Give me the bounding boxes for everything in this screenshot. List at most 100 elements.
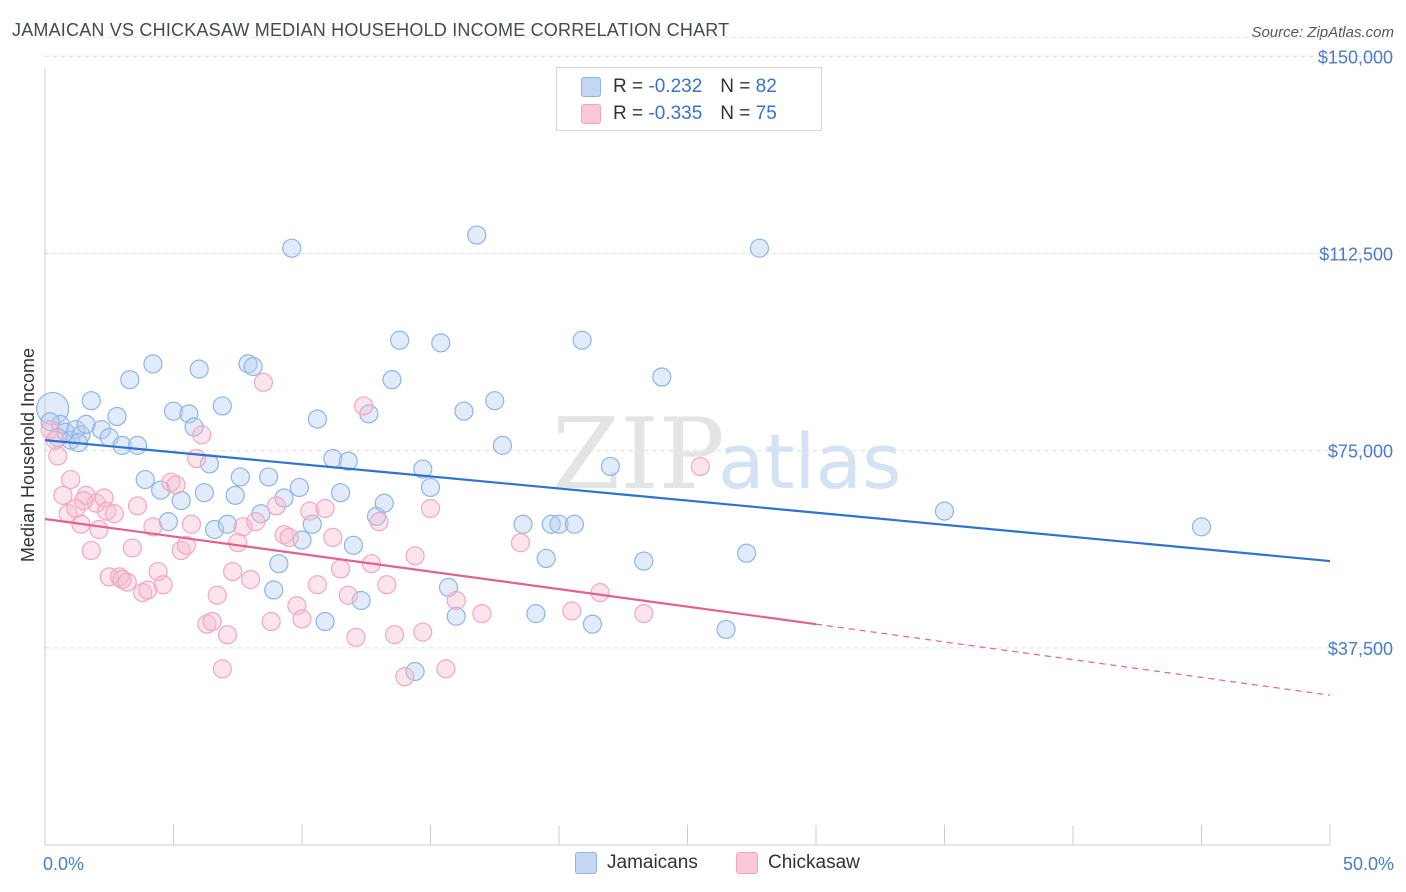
legend-label-chickasaw: Chickasaw [768,852,860,873]
jamaicans-point [454,401,474,421]
chickasaw-point [161,472,181,492]
legend-item-chickasaw[interactable]: Chickasaw [736,852,860,874]
y-tick-label: $112,500 [1319,244,1393,264]
chickasaw-point [405,546,425,566]
jamaicans-point [189,359,209,379]
jamaicans-point [289,477,310,498]
chickasaw-point [143,517,163,537]
jamaicans-point [158,512,178,532]
chickasaw-point [153,575,173,595]
watermark-atlas: atlas [718,417,902,506]
jamaicans-point [338,451,358,471]
chickasaw-point [127,496,148,516]
legend-n-label: N = [720,76,751,97]
jamaicans-point [431,333,451,353]
jamaicans-point [307,409,328,429]
chart-title: JAMAICAN VS CHICKASAW MEDIAN HOUSEHOLD I… [12,20,730,40]
chickasaw-point [346,627,366,647]
jamaicans-point [163,401,184,421]
chickasaw-point [634,604,654,624]
chickasaw-point [315,498,335,519]
jamaicans-point [225,485,245,505]
jamaicans-point [36,391,70,426]
chickasaw-point [436,659,456,679]
jamaicans-point [446,606,466,626]
chickasaw-point [369,512,389,532]
y-tick-label: $150,000 [1318,47,1393,67]
chickasaw-point [233,517,253,537]
jamaicans-point [413,459,433,479]
jamaicans-point [1191,517,1212,537]
chickasaw-point [61,469,81,490]
chickasaw-point [40,420,60,440]
x-tick-label: 50.0% [1343,854,1394,874]
jamaicans-point [564,514,585,534]
y-tick-label: $37,500 [1328,639,1393,659]
jamaicans-point [330,483,351,503]
jamaicans-point [184,417,204,437]
legend-r-value: -0.232 [648,76,703,97]
legend-row-jamaicans: R = -0.232 N = 82 [581,74,777,100]
jamaicans-point [269,554,289,574]
chickasaw-point [590,583,610,603]
series-chickasaw-points [40,372,710,687]
jamaicans-point [405,661,425,682]
jamaicans-point [230,467,250,487]
jamaicans-point [582,614,603,634]
jamaicans-point [467,225,487,245]
jamaicans-point [212,396,232,416]
jamaicans-point [264,580,284,600]
series-legend: Jamaicans Chickasaw [0,852,1406,878]
jamaicans-point [143,354,163,374]
chickasaw-point [166,475,186,495]
legend-n-value: 82 [755,76,777,97]
tick-labels: $150,000 $112,500 $75,000 $37,500 0.0% 50.0% [43,47,1394,874]
jamaicans-point [107,406,127,427]
jamaicans-point [390,330,410,350]
chickasaw-point [690,456,710,477]
chickasaw-point [97,501,117,521]
chickasaw-point [261,611,281,632]
chickasaw-point [420,498,441,519]
x-tick-label: 0.0% [43,854,84,874]
jamaicans-point [485,391,505,411]
jamaicans-point [749,238,770,258]
jamaicans-point [420,477,441,498]
chickasaw-point [217,625,238,645]
jamaicans-point [549,514,569,534]
chickasaw-point [117,572,137,592]
chickasaw-point [241,569,261,590]
jamaicans-point [541,514,561,534]
chickasaw-point [207,585,227,605]
chickasaw-point [187,448,207,469]
chickasaw-point [300,501,320,521]
chickasaw-point [202,611,222,632]
legend-r-value: -0.335 [648,103,703,124]
jamaicans-point [343,535,363,555]
jamaicans-point [205,519,225,540]
chickasaw-point [212,659,232,679]
legend-swatch-jamaicans [575,852,597,874]
chickasaw-point [73,490,94,511]
jamaicans-point [315,611,335,632]
chickasaw-point [510,533,531,553]
chickasaw-point [253,372,274,392]
jamaicans-point [737,543,757,563]
chickasaw-point [89,519,109,540]
watermark-zip: ZIP [552,398,725,512]
chickasaw-point [413,622,433,642]
chickasaw-point [307,575,328,595]
legend-swatch-jamaicans [581,77,601,97]
jamaicans-point [127,435,148,455]
chickasaw-point [472,604,492,624]
jamaicans-point [258,467,279,487]
jamaicans-point [652,367,672,387]
legend-item-jamaicans[interactable]: Jamaicans [575,852,698,874]
jamaicans-point [194,483,214,503]
jamaicans-point [634,551,654,571]
legend-label-jamaicans: Jamaicans [607,852,698,873]
chickasaw-point [395,667,415,687]
axes [44,68,1331,846]
chickasaw-point [122,538,142,558]
